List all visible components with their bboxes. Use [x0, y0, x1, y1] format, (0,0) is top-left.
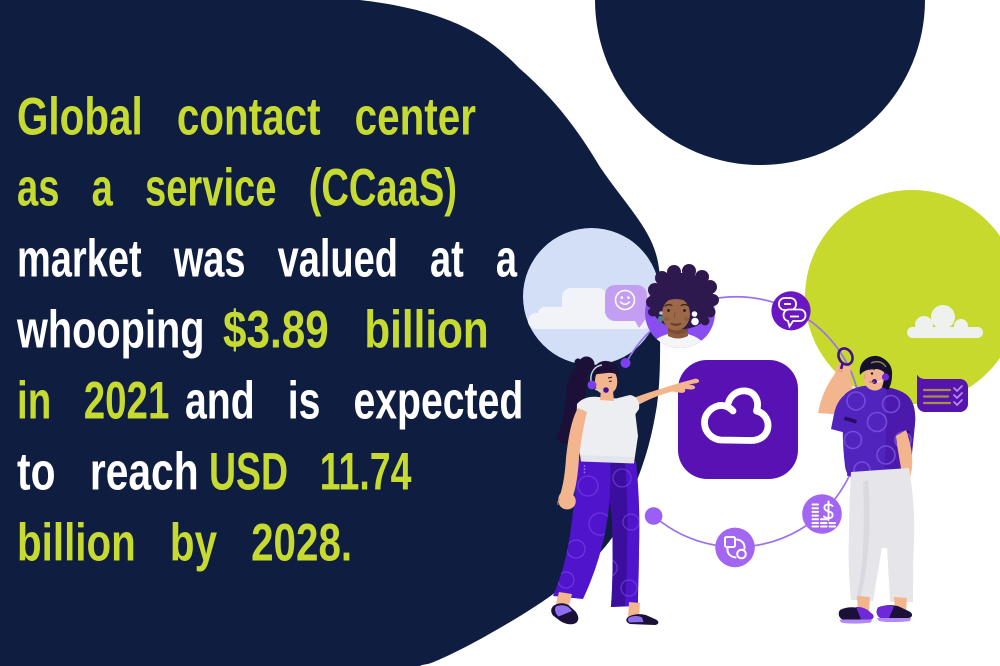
svg-text:as a service (CCaaS): as a service (CCaaS): [17, 157, 457, 217]
svg-text:whooping: whooping: [16, 300, 204, 359]
svg-text:billion by 2028.: billion by 2028.: [17, 512, 352, 572]
svg-text:Global contact center: Global contact center: [17, 86, 476, 146]
svg-text:$3.89 billion: $3.89 billion: [223, 301, 489, 360]
svg-text:in 2021: in 2021: [17, 371, 169, 430]
svg-text:market was valued at a: market was valued at a: [17, 228, 517, 288]
svg-text:to reach: to reach: [17, 443, 199, 502]
svg-text:USD 11.74: USD 11.74: [209, 441, 412, 501]
svg-text:and is expected: and is expected: [185, 371, 523, 430]
